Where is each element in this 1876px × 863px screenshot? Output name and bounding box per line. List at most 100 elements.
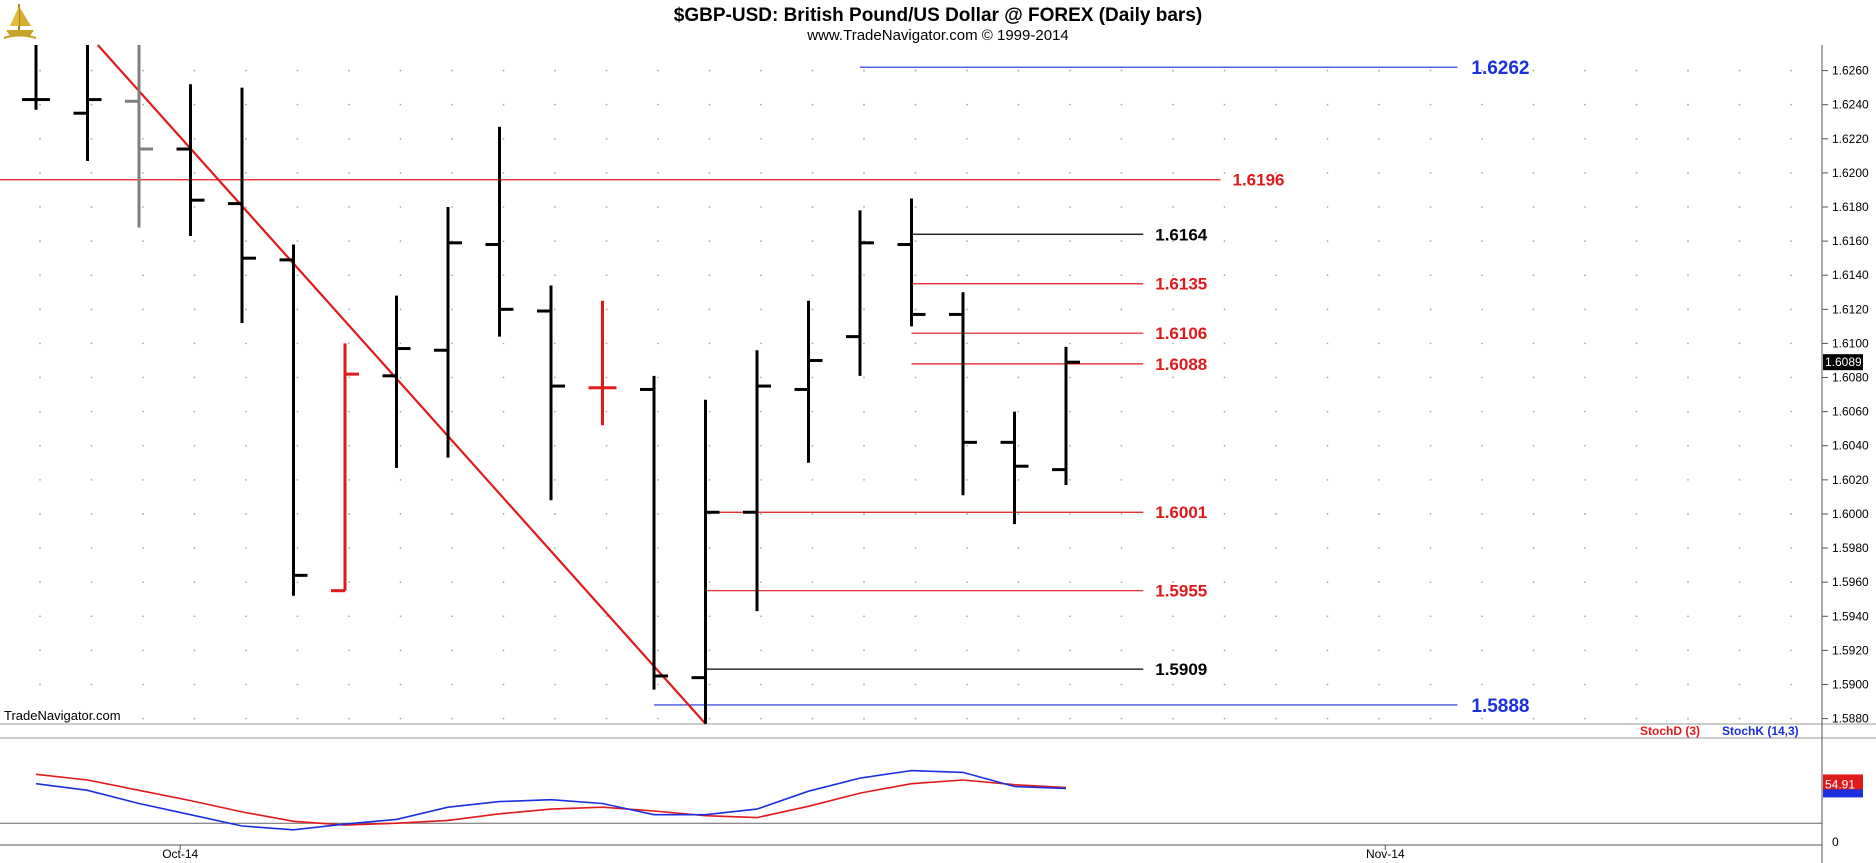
grid-dot (605, 717, 608, 720)
grid-dot (1017, 581, 1020, 584)
grid-dot (863, 683, 865, 686)
grid-dot (1275, 478, 1277, 481)
price-tick-label: 1.6080 (1832, 371, 1869, 385)
grid-dot (1378, 478, 1380, 481)
grid-dot (451, 137, 453, 140)
ohlc-bar (897, 198, 926, 327)
grid-dot (142, 308, 144, 311)
grid-dot (399, 717, 402, 720)
grid-dot (1481, 478, 1483, 481)
ohlc-bar (382, 295, 411, 468)
grid-dot (1275, 308, 1277, 311)
grid-dot (863, 171, 865, 174)
grid-dot (1275, 717, 1277, 720)
grid-dot (1790, 274, 1792, 277)
grid-dot (1069, 376, 1071, 379)
grid-dot (760, 103, 762, 106)
ohlc-bar (125, 45, 153, 228)
grid-dot (399, 274, 402, 277)
grid-dot (1378, 444, 1380, 447)
grid-dot (1275, 206, 1277, 208)
ohlc-bar (1000, 411, 1029, 525)
grid-dot (1326, 171, 1329, 174)
grid-dot (348, 274, 350, 277)
grid-dot (811, 69, 814, 72)
grid-dot (1326, 69, 1329, 72)
grid-dot (502, 274, 505, 277)
grid-dot (657, 274, 659, 277)
price-tick-label: 1.5980 (1832, 541, 1869, 555)
grid-dot (502, 444, 505, 447)
grid-dot (296, 478, 299, 481)
grid-dot (605, 444, 608, 447)
grid-dot (1120, 240, 1123, 243)
grid-dot (1532, 206, 1535, 208)
grid-dot (1687, 615, 1689, 618)
grid-dot (245, 342, 247, 345)
grid-dot (1275, 649, 1277, 652)
grid-dot (1532, 513, 1535, 515)
grid-dot (708, 342, 711, 345)
grid-dot (1172, 206, 1174, 208)
grid-dot (1069, 649, 1071, 652)
grid-dot (1481, 547, 1483, 549)
grid-dot (966, 615, 968, 618)
grid-dot (554, 410, 556, 413)
grid-dot (502, 547, 505, 549)
grid-dot (90, 513, 93, 515)
grid-dot (399, 444, 402, 447)
grid-dot (142, 240, 144, 243)
grid-dot (90, 717, 93, 720)
date-tick-label: Oct-14 (162, 847, 198, 861)
grid-dot (348, 103, 350, 106)
grid-dot (605, 513, 608, 515)
grid-dot (193, 649, 196, 652)
grid-dot (554, 376, 556, 379)
grid-dot (1378, 513, 1380, 515)
grid-dot (245, 683, 247, 686)
grid-dot (1532, 342, 1535, 345)
grid-dot (1120, 581, 1123, 584)
grid-dot (708, 206, 711, 208)
grid-dot (1378, 342, 1380, 345)
grid-dot (605, 240, 608, 243)
grid-dot (1687, 513, 1689, 515)
grid-dot (1584, 547, 1586, 549)
grid-dot (399, 547, 402, 549)
grid-dot (451, 69, 453, 72)
grid-dot (1738, 103, 1741, 106)
grid-dot (1687, 547, 1689, 549)
grid-dot (502, 103, 505, 106)
grid-dot (1326, 274, 1329, 277)
grid-dot (1017, 137, 1020, 140)
grid-dot (90, 137, 93, 140)
grid-dot (348, 206, 350, 208)
grid-dot (1635, 69, 1638, 72)
grid-dot (1326, 376, 1329, 379)
grid-dot (1738, 615, 1741, 618)
grid-dot (1378, 649, 1380, 652)
grid-dot (1326, 206, 1329, 208)
grid-dot (1481, 513, 1483, 515)
grid-dot (811, 581, 814, 584)
grid-dot (1069, 410, 1071, 413)
grid-dot (811, 717, 814, 720)
grid-dot (1790, 649, 1792, 652)
grid-dot (1584, 240, 1586, 243)
grid-dot (1687, 103, 1689, 106)
grid-dot (554, 342, 556, 345)
price-tick-label: 1.6180 (1832, 200, 1869, 214)
grid-dot (760, 206, 762, 208)
grid-dot (39, 444, 41, 447)
grid-dot (1172, 478, 1174, 481)
grid-dot (1635, 103, 1638, 106)
grid-dot (39, 410, 41, 413)
grid-dot (760, 69, 762, 72)
grid-dot (193, 103, 196, 106)
grid-dot (966, 240, 968, 243)
stochastic-panel: StochD (3) StochK (14,3) 0 54.91 (0, 724, 1863, 849)
grid-dot (1532, 547, 1535, 549)
grid-dot (1120, 103, 1123, 106)
grid-dot (1172, 444, 1174, 447)
